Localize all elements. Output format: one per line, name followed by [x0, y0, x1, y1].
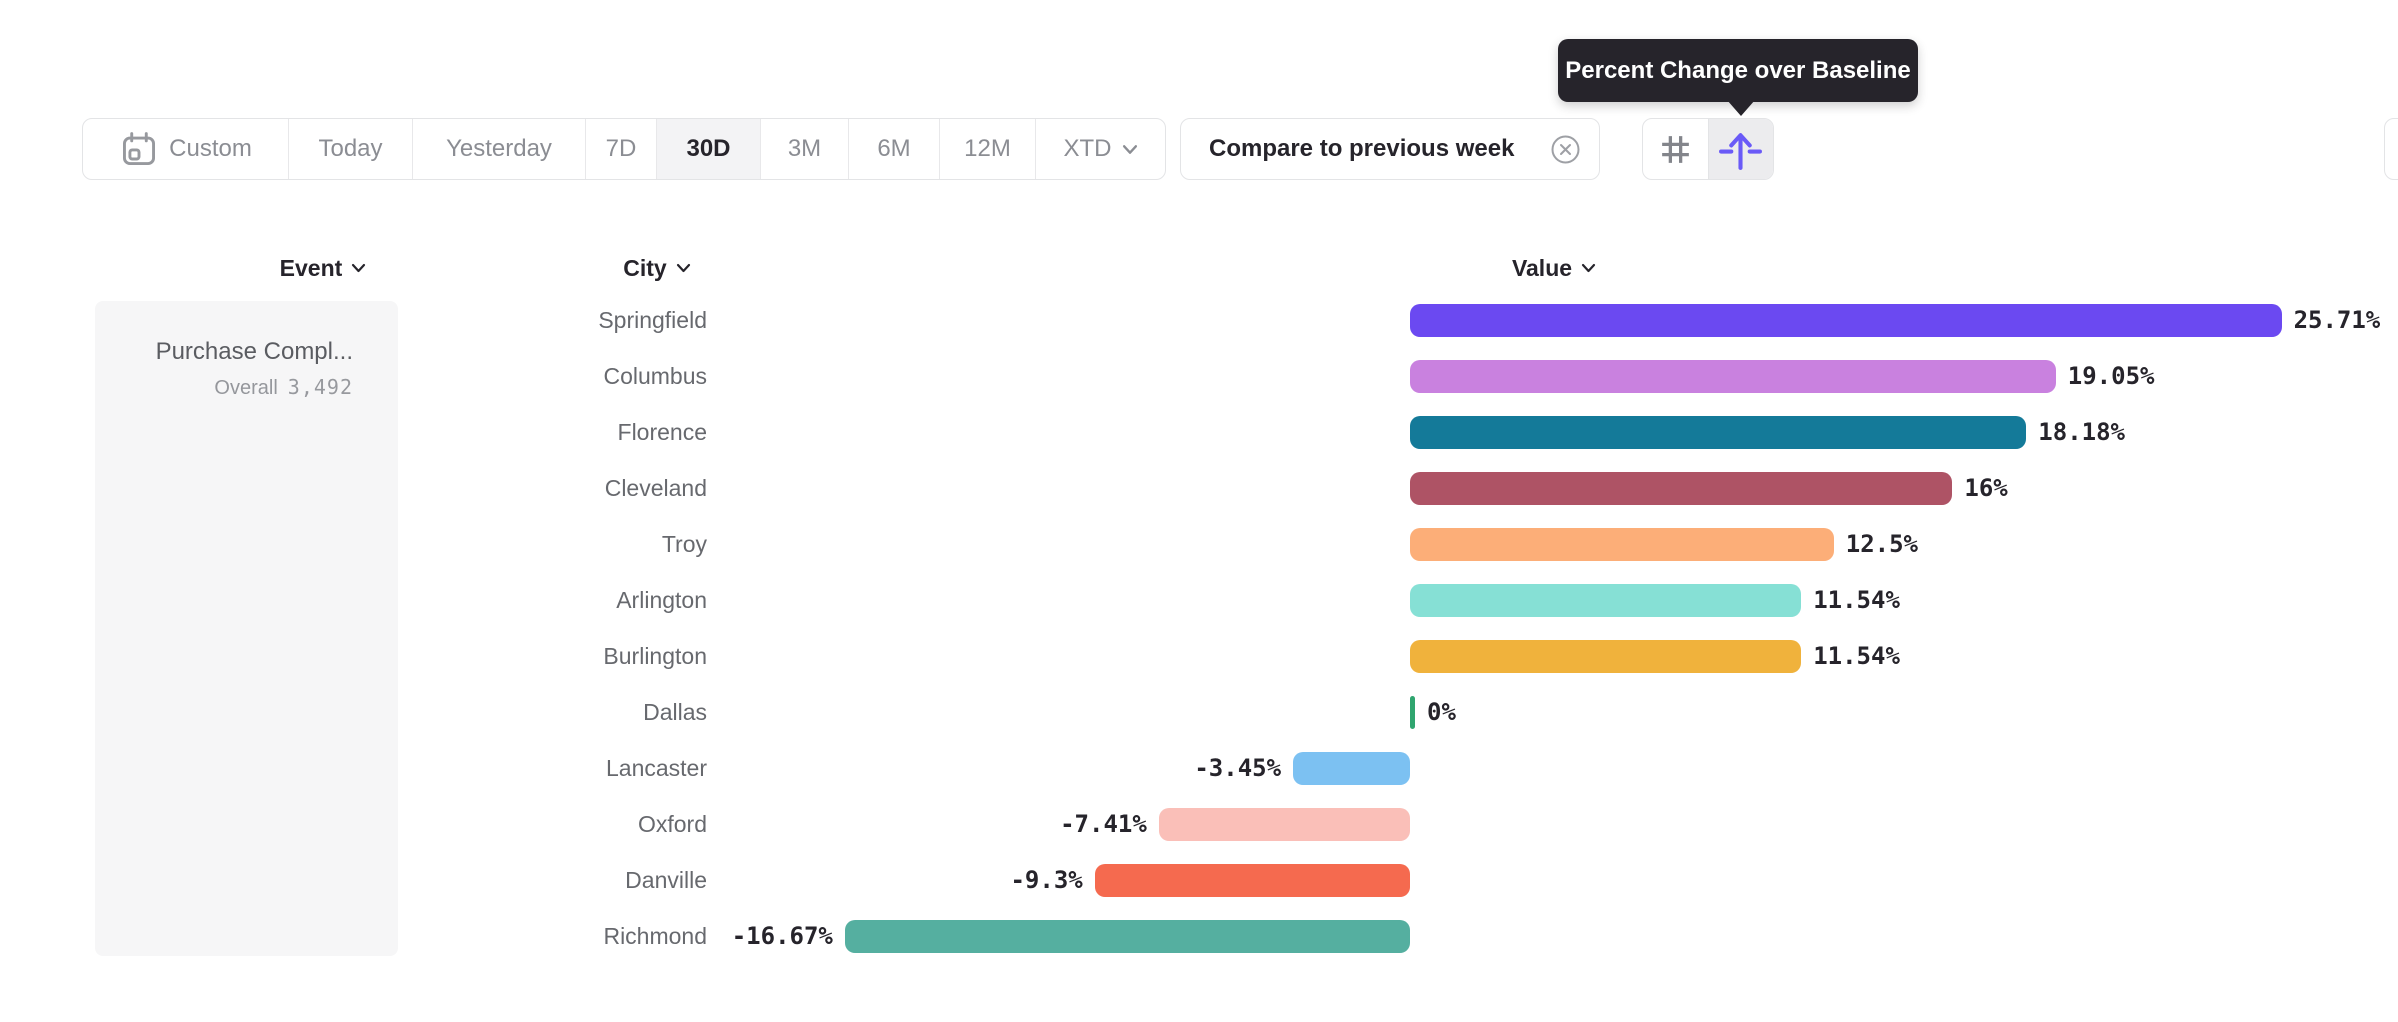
- toolbar-item-label: 7D: [605, 135, 637, 162]
- column-header-value[interactable]: Value: [1457, 254, 1651, 282]
- compare-filter-pill[interactable]: Compare to previous week: [1180, 118, 1600, 180]
- toolbar-item-custom[interactable]: Custom: [83, 119, 289, 179]
- toolbar-item-today[interactable]: Today: [289, 119, 413, 179]
- column-header-event[interactable]: Event: [226, 254, 420, 282]
- grid-hash-icon[interactable]: [1643, 119, 1708, 179]
- bar-burlington[interactable]: [1410, 639, 1802, 673]
- city-label: Lancaster: [605, 755, 707, 781]
- column-header-value-label: Value: [1511, 254, 1573, 281]
- value-label: 25.71%: [2293, 306, 2381, 334]
- toolbar-item-label: Today: [318, 135, 383, 162]
- event-segment-label: Overall: [214, 377, 278, 399]
- bar-danville[interactable]: [1094, 863, 1410, 897]
- bar-florence[interactable]: [1410, 415, 2027, 449]
- event-panel[interactable]: Purchase Compl... Overall 3,492: [95, 301, 398, 956]
- calendar-icon: [123, 132, 156, 165]
- event-title: Purchase Compl...: [155, 338, 353, 365]
- chart-row-columbus: Columbus 19.05%: [0, 348, 2398, 404]
- chevron-down-icon: [1122, 144, 1137, 154]
- event-segment: Overall 3,492: [95, 375, 353, 400]
- compare-filter-label: Compare to previous week: [1209, 135, 1515, 162]
- toolbar-item-label: Yesterday: [446, 135, 552, 162]
- column-header-city[interactable]: City: [560, 254, 754, 282]
- city-label: Columbus: [603, 363, 707, 389]
- chart-row-lancaster: Lancaster -3.45%: [0, 740, 2398, 796]
- value-label: 19.05%: [2067, 362, 2155, 390]
- chart-row-arlington: Arlington 11.54%: [0, 572, 2398, 628]
- city-label: Danville: [625, 867, 707, 893]
- city-label: Dallas: [643, 699, 707, 725]
- city-label: Cleveland: [604, 475, 707, 501]
- chart-row-oxford: Oxford -7.41%: [0, 796, 2398, 852]
- value-label: -9.3%: [1010, 866, 1083, 894]
- chart-row-florence: Florence 18.18%: [0, 404, 2398, 460]
- toolbar-item-label: XTD: [1063, 135, 1112, 162]
- chart-row-cleveland: Cleveland 16%: [0, 460, 2398, 516]
- toolbar-item-30d[interactable]: 30D: [657, 119, 761, 179]
- bar-lancaster[interactable]: [1293, 751, 1410, 785]
- date-range-toolbar: Custom Today Yesterday 7D 30D 3M 6M 12M XTD: [82, 118, 1166, 180]
- bar-richmond[interactable]: [844, 919, 1410, 953]
- bar-cleveland[interactable]: [1410, 471, 1953, 505]
- value-label: 12.5%: [1845, 530, 1918, 558]
- column-header-city-label: City: [623, 254, 667, 281]
- bar-troy[interactable]: [1410, 527, 1834, 561]
- chart-row-troy: Troy 12.5%: [0, 516, 2398, 572]
- chart-mode-toggle: [1642, 118, 1774, 180]
- circle-x-icon[interactable]: [1550, 134, 1581, 165]
- value-label: 11.54%: [1813, 586, 1900, 614]
- city-label: Troy: [661, 531, 707, 557]
- value-label: -7.41%: [1060, 810, 1147, 838]
- city-label: Richmond: [603, 923, 707, 949]
- toolbar-item-6m[interactable]: 6M: [849, 119, 940, 179]
- toolbar-item-xtd[interactable]: XTD: [1036, 119, 1165, 179]
- value-label: 11.54%: [1813, 642, 1900, 670]
- chevron-down-icon: [1581, 263, 1596, 273]
- value-label: 0%: [1427, 698, 1456, 726]
- toolbar-item-7d[interactable]: 7D: [586, 119, 657, 179]
- city-label: Arlington: [616, 587, 707, 613]
- city-label: Oxford: [637, 811, 707, 837]
- chart-row-springfield: Springfield 25.71%: [0, 292, 2398, 348]
- value-label: -3.45%: [1194, 754, 1282, 782]
- toolbar-item-3m[interactable]: 3M: [761, 119, 849, 179]
- chevron-down-icon: [676, 263, 690, 273]
- chevron-down-icon: [352, 263, 366, 273]
- baseline-lift-icon[interactable]: [1707, 119, 1773, 179]
- chart-row-burlington: Burlington 11.54%: [0, 628, 2398, 684]
- toolbar-item-label: 30D: [686, 135, 731, 162]
- value-label: 18.18%: [2038, 418, 2125, 446]
- toolbar-item-label: 3M: [787, 135, 822, 162]
- bar-springfield[interactable]: [1410, 303, 2282, 337]
- value-label: 16%: [1964, 474, 2008, 502]
- value-label: -16.67%: [731, 922, 833, 950]
- city-label: Burlington: [603, 643, 707, 669]
- column-header-event-label: Event: [279, 254, 343, 281]
- bar-columbus[interactable]: [1410, 359, 2056, 393]
- tooltip-text: Percent Change over Baseline: [1565, 56, 1911, 84]
- city-label: Florence: [617, 419, 707, 445]
- toolbar-item-label: Custom: [169, 135, 252, 162]
- city-label: Springfield: [598, 307, 707, 333]
- chart-row-richmond: Richmond -16.67%: [0, 908, 2398, 964]
- tooltip: Percent Change over Baseline: [1558, 39, 1918, 102]
- chart-row-dallas: Dallas 0%: [0, 684, 2398, 740]
- bar-dallas[interactable]: [1410, 695, 1415, 729]
- chart-row-danville: Danville -9.3%: [0, 852, 2398, 908]
- toolbar-item-label: 12M: [964, 135, 1011, 162]
- toolbar-item-yesterday[interactable]: Yesterday: [413, 119, 586, 179]
- event-segment-value: 3,492: [287, 375, 353, 399]
- tooltip-caret-icon: [1727, 100, 1755, 116]
- toolbar-item-label: 6M: [877, 135, 911, 162]
- bar-oxford[interactable]: [1158, 807, 1410, 841]
- bar-arlington[interactable]: [1410, 583, 1802, 617]
- toolbar-item-12m[interactable]: 12M: [940, 119, 1036, 179]
- partial-button[interactable]: [2384, 118, 2398, 180]
